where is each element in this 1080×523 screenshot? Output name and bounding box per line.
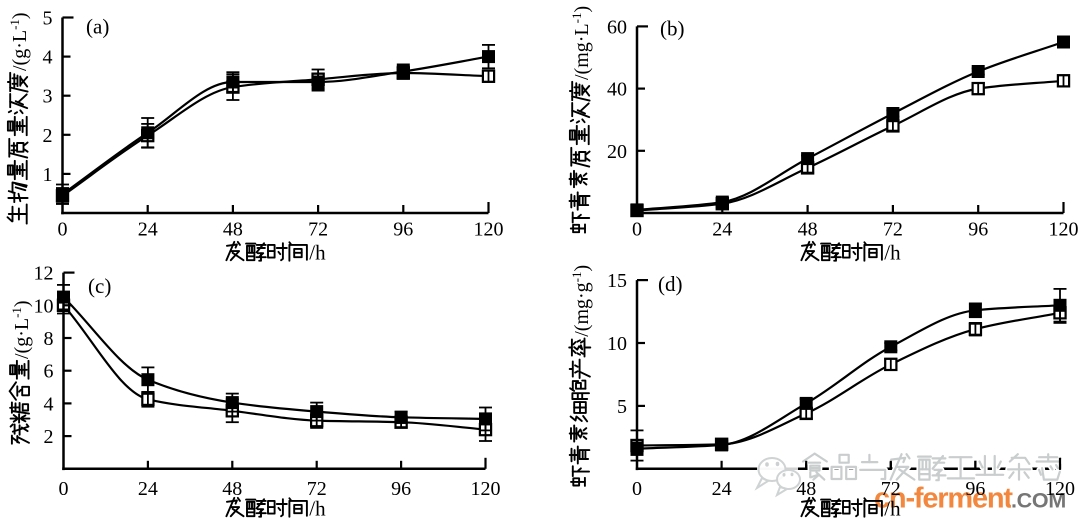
svg-text:.COM: .COM [1011,489,1066,513]
svg-text:(c): (c) [88,274,111,298]
svg-text:48: 48 [223,219,243,241]
svg-text:60: 60 [607,16,627,38]
svg-text:24: 24 [138,219,158,241]
svg-text:4: 4 [43,47,53,69]
svg-text:/(g·L-1): /(g·L-1) [9,300,33,359]
svg-text:120: 120 [1049,219,1079,241]
svg-text:1: 1 [43,164,53,186]
svg-text:/h: /h [309,497,326,521]
svg-text:5: 5 [617,396,627,418]
svg-text:2: 2 [43,125,53,147]
svg-text:20: 20 [607,141,627,163]
svg-text:10: 10 [34,295,54,317]
svg-text:120: 120 [474,219,504,241]
svg-text:72: 72 [881,478,901,500]
svg-text:2: 2 [44,426,54,448]
svg-text:15: 15 [607,270,627,292]
svg-text:(b): (b) [660,17,685,41]
svg-text:96: 96 [965,478,985,500]
svg-text:48: 48 [798,219,818,241]
svg-text:96: 96 [393,219,413,241]
svg-text:10: 10 [607,333,627,355]
svg-text:4: 4 [44,393,54,415]
svg-text:120: 120 [1045,478,1075,500]
svg-text:0: 0 [59,478,69,500]
svg-text:/h: /h [309,241,326,265]
svg-text:72: 72 [308,219,328,241]
svg-text:96: 96 [391,478,411,500]
svg-text:3: 3 [43,86,53,108]
svg-text:8: 8 [44,328,54,350]
svg-text:72: 72 [883,219,903,241]
svg-text:/h: /h [884,497,901,521]
svg-text:24: 24 [712,219,732,241]
svg-text:48: 48 [222,478,242,500]
svg-text:0: 0 [632,219,642,241]
svg-text:24: 24 [712,478,732,500]
svg-text:12: 12 [34,263,54,285]
svg-text:72: 72 [307,478,327,500]
svg-text:48: 48 [796,478,816,500]
svg-text:5: 5 [43,8,53,30]
svg-text:96: 96 [968,219,988,241]
svg-text:(d): (d) [658,272,683,296]
svg-text:24: 24 [138,478,158,500]
svg-text:0: 0 [632,478,642,500]
svg-text:120: 120 [471,478,501,500]
svg-text:cn-ferment: cn-ferment [874,483,1013,515]
svg-text:(a): (a) [86,15,109,39]
svg-text:/(mg·L-1): /(mg·L-1) [569,6,593,80]
svg-text:/h: /h [884,241,901,265]
svg-text:40: 40 [607,79,627,101]
svg-text:0: 0 [58,219,68,241]
svg-text:6: 6 [44,361,54,383]
